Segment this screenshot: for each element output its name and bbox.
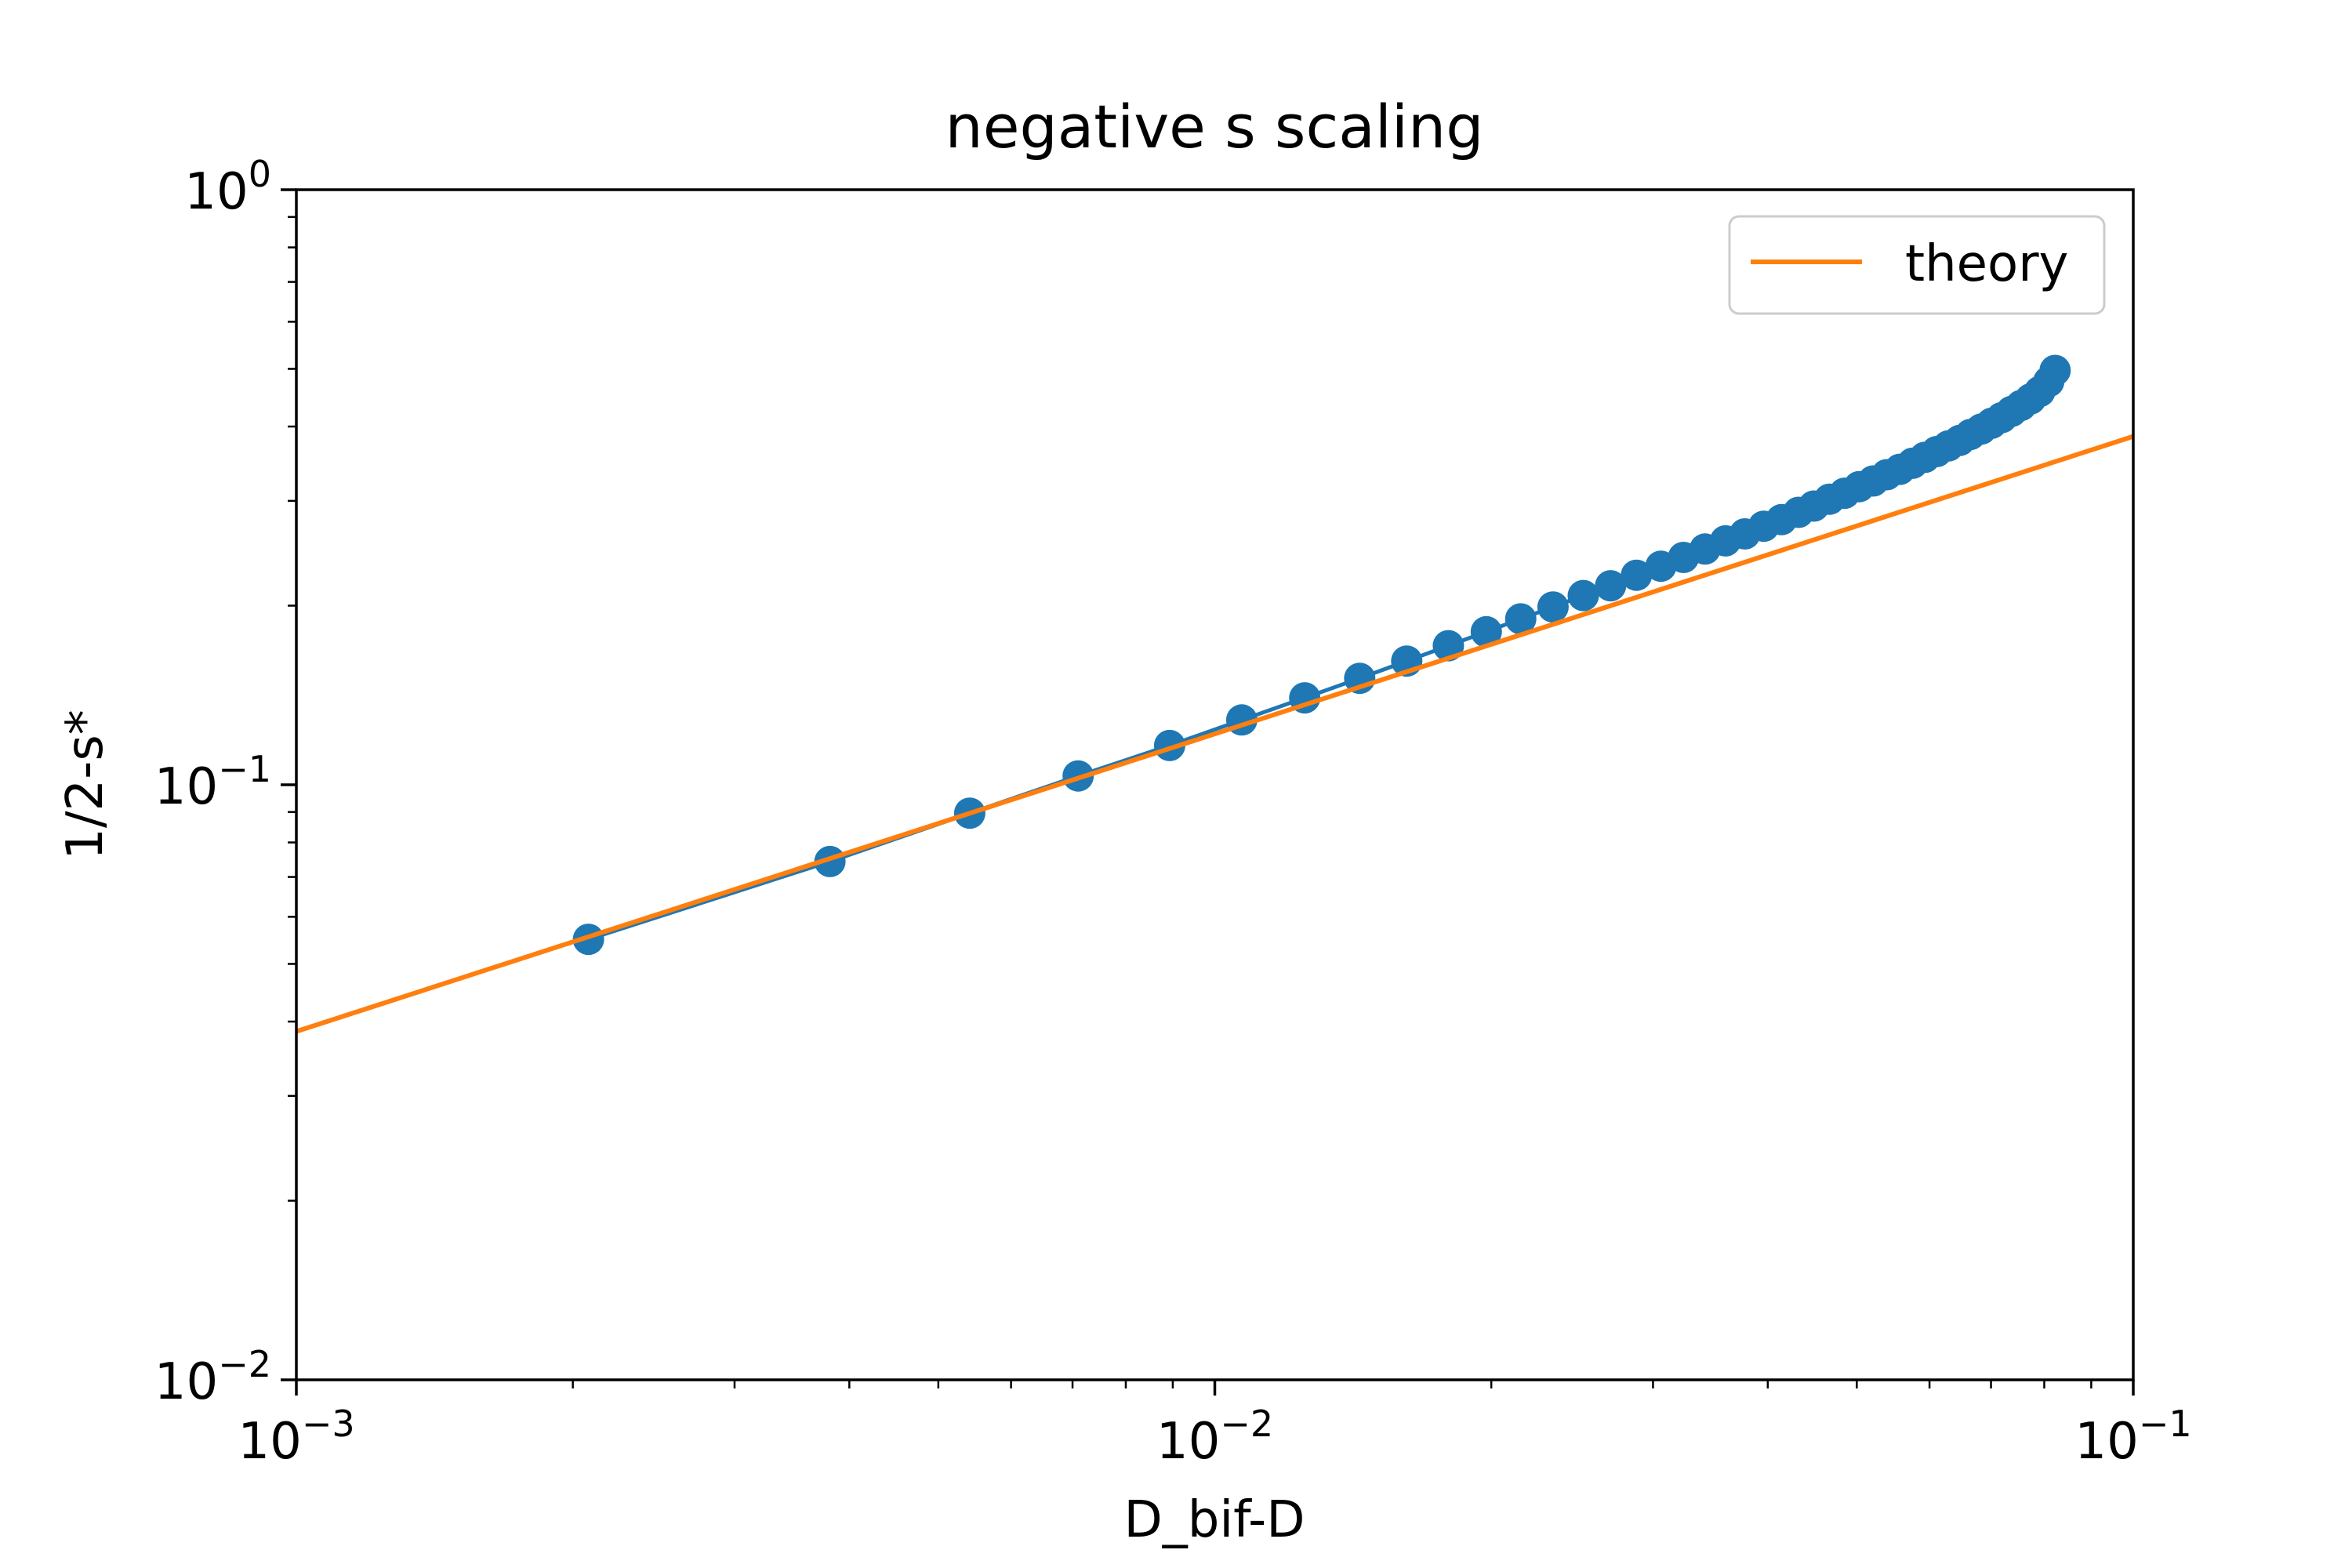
legend: theory [1728,215,2106,315]
data-point [572,924,604,956]
legend-box [1728,215,2106,315]
y-tick-label: 10−2 [154,1343,271,1411]
y-tick-label: 10−1 [154,748,271,816]
data-point [1470,615,1502,648]
data-point [1595,570,1627,602]
series-theory-line [296,434,2133,1034]
data-point [1567,579,1599,612]
data-point [1621,559,1653,591]
y-axis-label: 1/2-s* [56,710,114,859]
y-axis: 10−2 10−1 100 [154,153,296,1411]
x-tick-label: 10−1 [2074,1403,2191,1471]
data-point [2039,354,2071,387]
chart-title: negative s scaling [946,92,1484,162]
data-point [1537,591,1569,623]
y-tick-label: 100 [184,153,271,221]
legend-theory-label: theory [1905,235,2068,293]
axes-frame [295,188,2135,1381]
plot-area [296,354,2133,1034]
x-tick-label: 10−3 [238,1403,354,1471]
x-tick-label: 10−2 [1156,1403,1273,1471]
x-axis-label: D_bif-D [1123,1491,1305,1549]
data-point [1504,603,1537,635]
x-axis: 10−3 10−2 10−1 [238,1380,2192,1471]
